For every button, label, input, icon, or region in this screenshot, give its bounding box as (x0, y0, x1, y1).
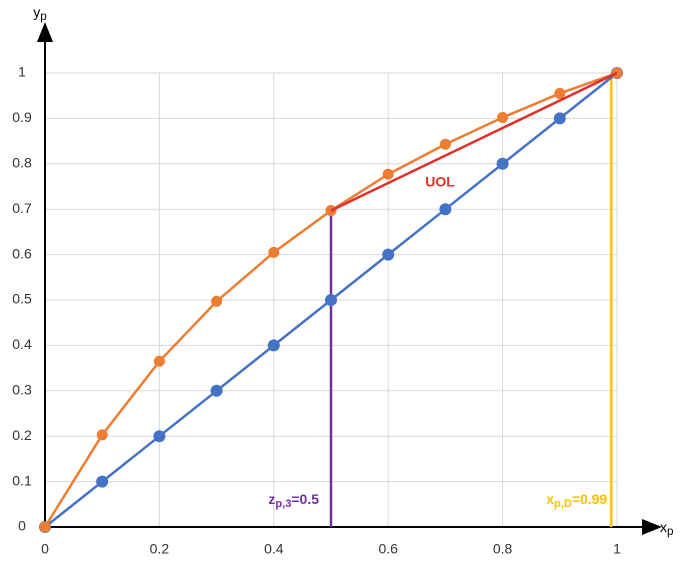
point (325, 294, 337, 306)
annotation-label-main: x (546, 491, 554, 507)
point (554, 87, 566, 99)
annotation-label-main: z (268, 491, 275, 507)
y-tick-label: 0.7 (12, 200, 32, 216)
y-tick-label: 0.9 (12, 109, 32, 125)
y-tick-label: 1 (18, 64, 26, 80)
y-tick-label: 0.8 (12, 155, 32, 171)
point (553, 112, 566, 125)
x-tick-label: 0 (41, 541, 49, 557)
x-tick-label: 0.6 (378, 541, 398, 557)
point (153, 355, 165, 367)
annotation-label: zp,3=0.5 (268, 491, 319, 510)
point (268, 246, 280, 258)
y-tick-label: 0.6 (12, 245, 32, 261)
point (39, 521, 51, 533)
x-axis-label-main: x (660, 519, 667, 535)
y-tick-label: 0.3 (12, 382, 32, 398)
point (382, 248, 395, 261)
y-tick-label: 0.5 (12, 291, 32, 307)
point (439, 203, 452, 216)
point (96, 429, 108, 441)
point (267, 339, 280, 352)
x-tick-label: 0.2 (150, 541, 170, 557)
point (96, 475, 109, 488)
y-axis-label: yp (33, 4, 47, 23)
point (497, 111, 509, 123)
point (496, 157, 509, 170)
x-axis-label: xp (660, 519, 674, 538)
annotation-label: xp,D=0.99 (546, 491, 607, 510)
point (211, 295, 223, 307)
y-axis-label-main: y (33, 4, 40, 20)
annotation-label-tail: =0.5 (291, 491, 319, 507)
operating-line (330, 71, 618, 212)
x-tick-label: 0.8 (493, 541, 513, 557)
x-axis-label-sub: p (667, 525, 674, 538)
annotation-label-sub: p,D (554, 498, 572, 510)
annotation-label-tail: =0.99 (572, 491, 608, 507)
annotation-label-sub: p,3 (275, 498, 291, 510)
y-tick-label: 0 (18, 518, 26, 534)
point (210, 384, 223, 397)
x-tick-label: 1 (613, 541, 621, 557)
y-tick-label: 0.2 (12, 427, 32, 443)
point (153, 430, 166, 443)
point (439, 138, 451, 150)
x-tick-label: 0.4 (264, 541, 284, 557)
y-tick-label: 0.4 (12, 336, 32, 352)
point (382, 168, 394, 180)
y-axis-label-sub: p (40, 10, 47, 23)
y-tick-label: 0.1 (12, 472, 32, 488)
operating-line-label: UOL (425, 174, 455, 190)
